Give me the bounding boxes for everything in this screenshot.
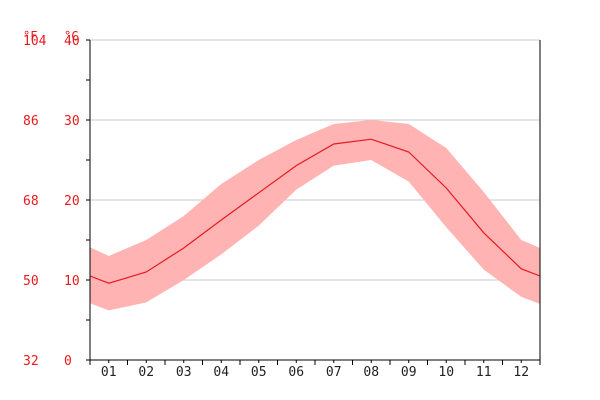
x-tick-label: 02	[138, 365, 154, 380]
y-tick-label-fahrenheit: 32	[23, 354, 39, 369]
x-tick-label: 08	[363, 365, 379, 380]
y-tick-label-fahrenheit: 86	[23, 114, 39, 129]
x-tick-label: 05	[251, 365, 267, 380]
x-tick-label: 10	[438, 365, 454, 380]
y-tick-label-fahrenheit: 68	[23, 194, 39, 209]
y-tick-label-fahrenheit: 50	[23, 274, 39, 289]
y-tick-label-fahrenheit: 104	[23, 34, 47, 49]
x-tick-label: 09	[401, 365, 417, 380]
y-tick-label-celsius: 30	[64, 114, 80, 129]
temperature-range-band	[90, 120, 540, 311]
range-band-area	[90, 120, 540, 311]
x-tick-label: 06	[288, 365, 304, 380]
x-tick-label: 01	[101, 365, 117, 380]
y-tick-label-celsius: 40	[64, 34, 80, 49]
y-tick-label-celsius: 10	[64, 274, 80, 289]
celsius-unit-label: °C	[64, 29, 78, 43]
mean-temperature-line	[89, 138, 541, 284]
y-tick-label-celsius: 0	[64, 354, 72, 369]
x-tick-label: 12	[513, 365, 529, 380]
axis-labels: °F °C 0 32 10 50 20 68 30 86 40 104 01 02 03 04 05 06 07…	[23, 29, 529, 380]
y-tick-label-celsius: 20	[64, 194, 80, 209]
mean-line-path	[89, 138, 541, 284]
x-tick-label: 11	[476, 365, 492, 380]
fahrenheit-unit-label: °F	[23, 29, 37, 43]
axes	[86, 39, 541, 365]
x-tick-label: 03	[176, 365, 192, 380]
x-tick-label: 04	[213, 365, 229, 380]
x-tick-label: 07	[326, 365, 342, 380]
